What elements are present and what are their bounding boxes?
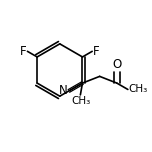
- Text: N: N: [59, 85, 68, 97]
- Text: F: F: [93, 45, 100, 58]
- Text: F: F: [20, 45, 27, 58]
- Text: CH₃: CH₃: [71, 96, 90, 106]
- Text: CH₃: CH₃: [129, 85, 148, 94]
- Text: O: O: [112, 58, 122, 71]
